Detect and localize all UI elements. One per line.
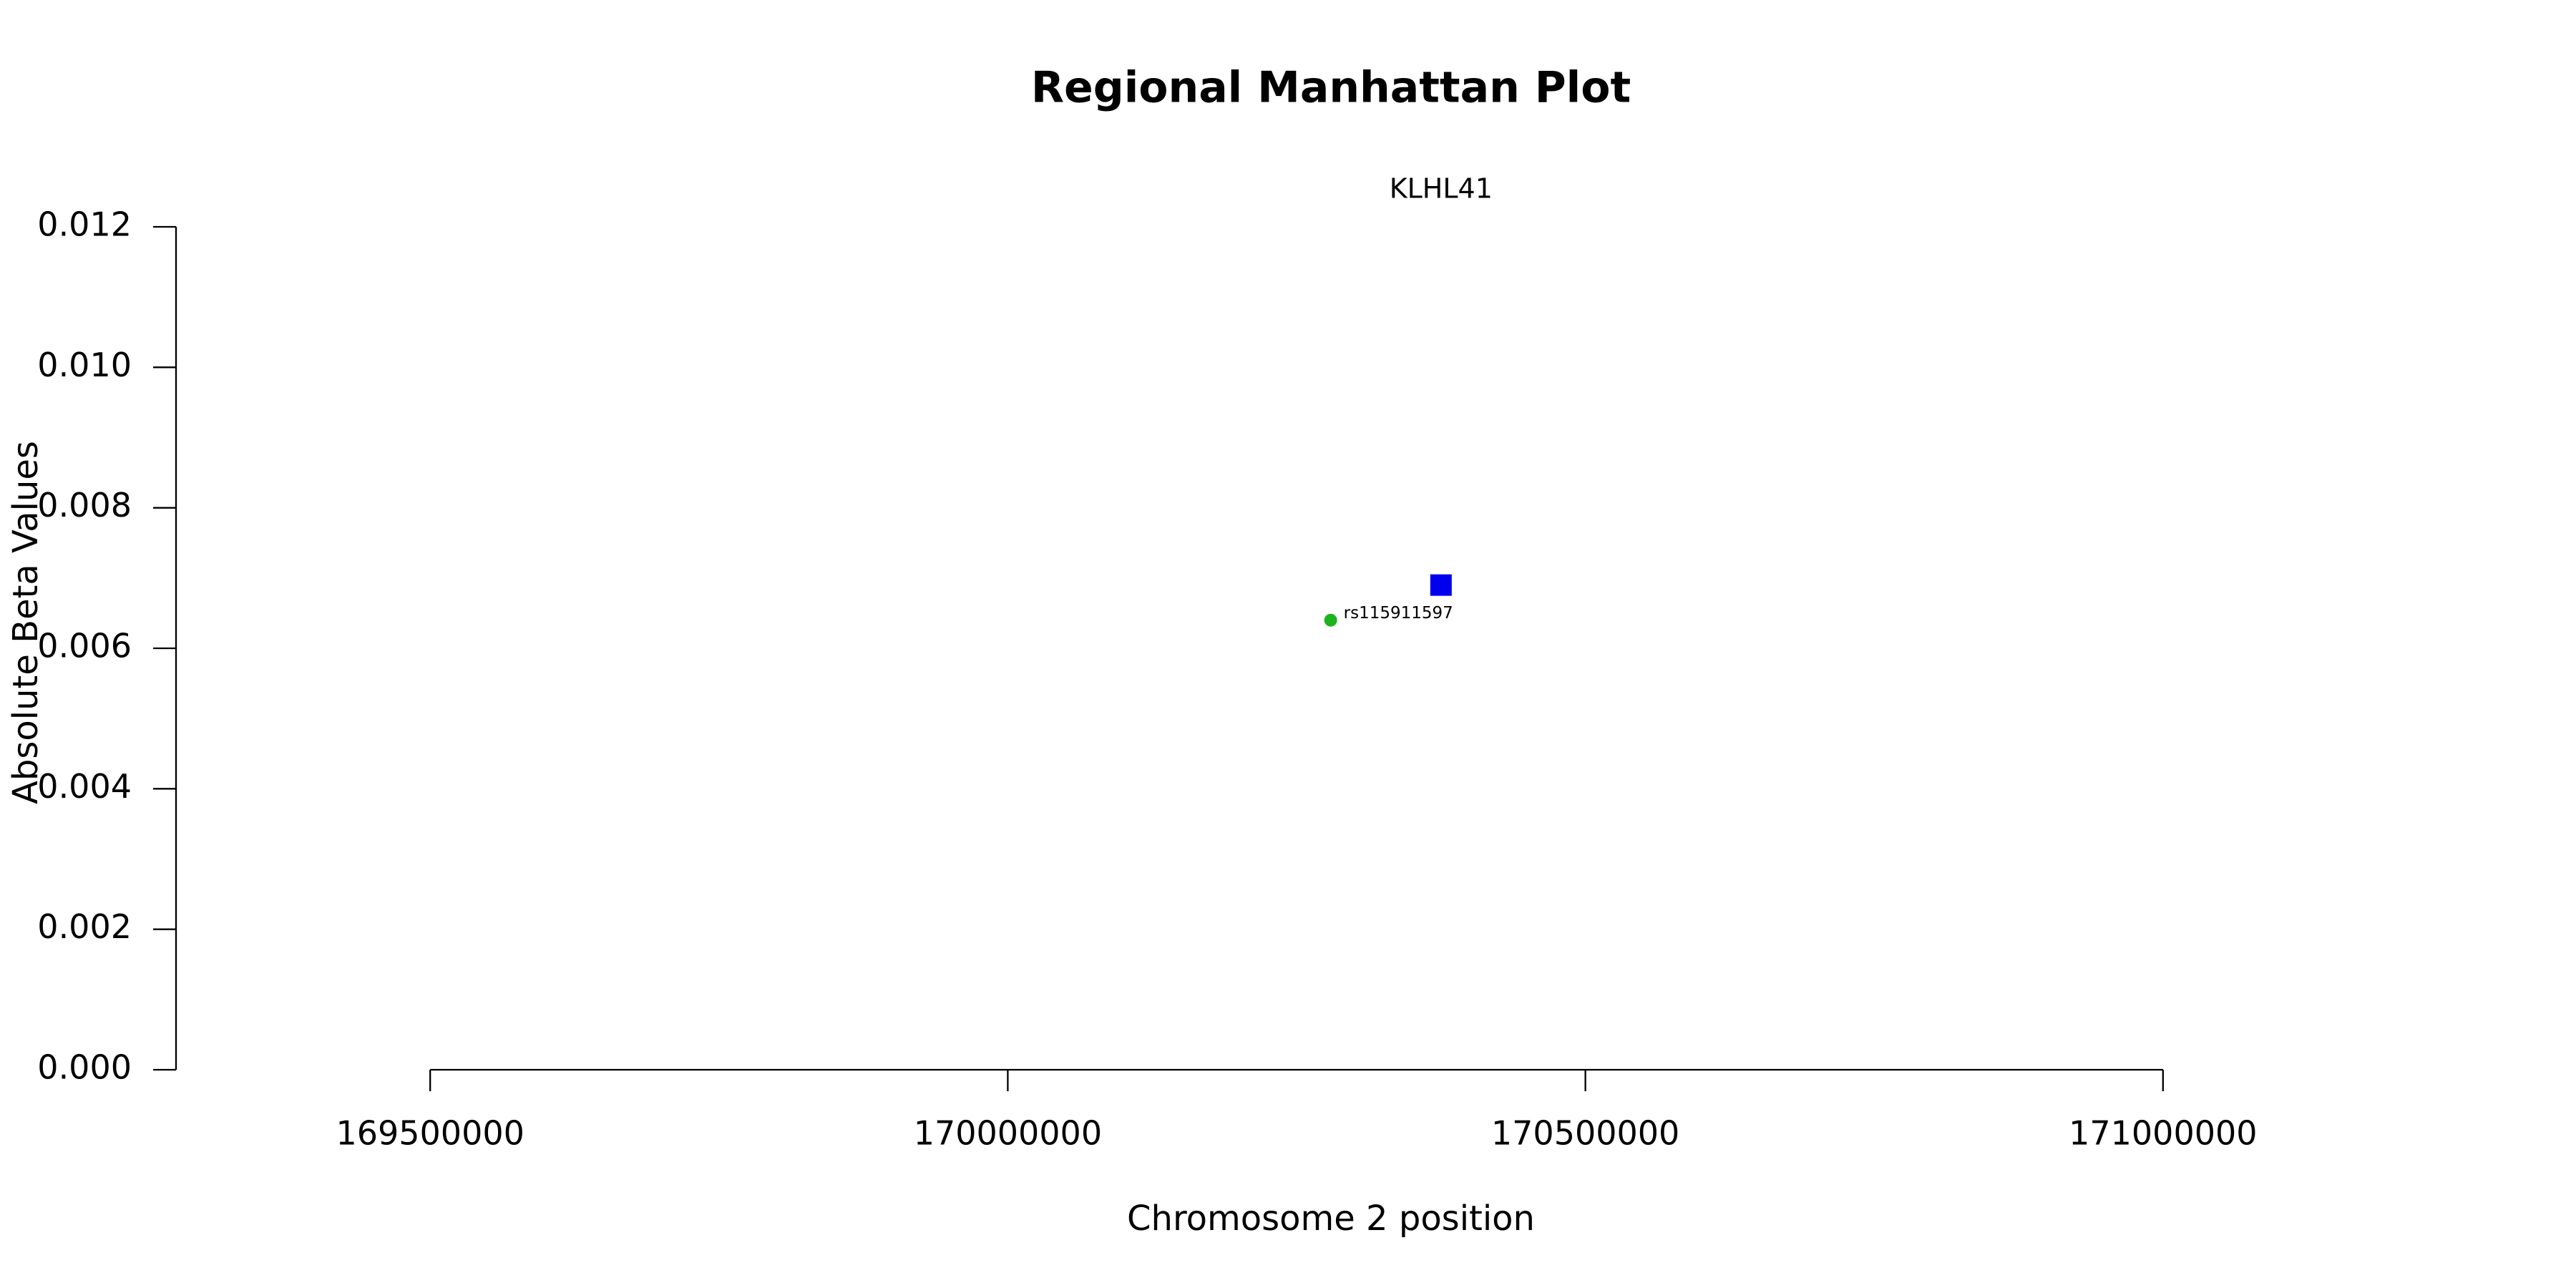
y-tick-label: 0.012 bbox=[37, 205, 132, 244]
x-axis-label: Chromosome 2 position bbox=[1127, 1199, 1535, 1239]
x-tick-label: 169500000 bbox=[336, 1114, 524, 1153]
point-label: rs115911597 bbox=[1344, 604, 1453, 623]
y-tick-label: 0.004 bbox=[37, 767, 132, 806]
chart-title: Regional Manhattan Plot bbox=[1031, 63, 1631, 113]
y-tick-label: 0.002 bbox=[37, 907, 132, 946]
point bbox=[1324, 613, 1337, 627]
x-tick-label: 170000000 bbox=[914, 1114, 1102, 1153]
point bbox=[1430, 574, 1452, 596]
y-tick-label: 0.006 bbox=[37, 627, 132, 665]
y-axis-label: Absolute Beta Values bbox=[6, 441, 46, 804]
y-tick-label: 0.008 bbox=[37, 486, 132, 525]
x-tick-label: 171000000 bbox=[2069, 1114, 2257, 1153]
y-tick-label: 0.000 bbox=[37, 1048, 132, 1087]
gene-label: KLHL41 bbox=[1390, 173, 1493, 205]
x-tick-label: 170500000 bbox=[1491, 1114, 1679, 1153]
y-tick-label: 0.010 bbox=[37, 346, 132, 384]
